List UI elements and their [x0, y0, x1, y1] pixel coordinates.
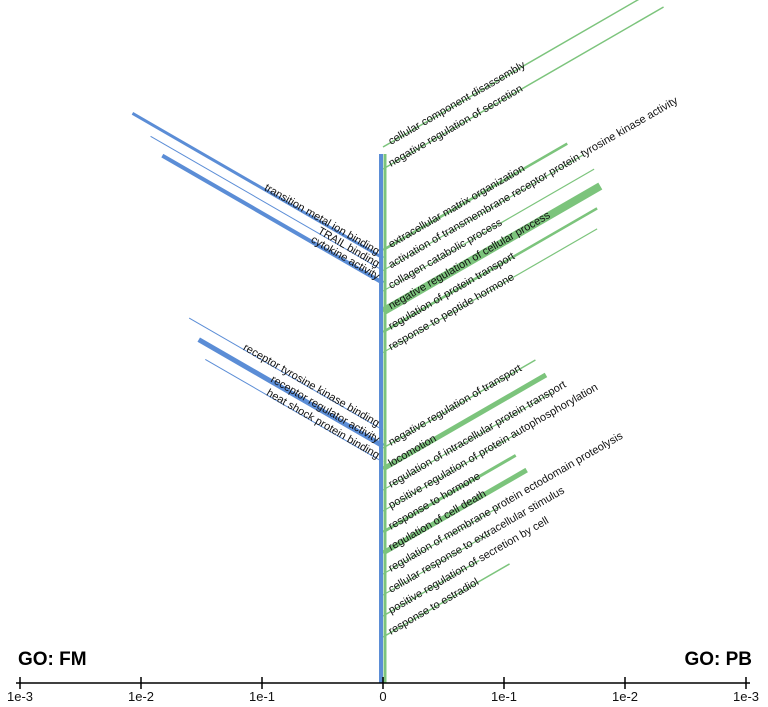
- x-axis: 1e-3 1e-2 1e-1 0 1e-1 1e-2 1e-3: [7, 677, 759, 704]
- branch-left-1-2: [205, 358, 384, 463]
- branch-right-2-2: [382, 391, 553, 491]
- x-tick-label-6: 1e-3: [733, 689, 759, 704]
- branch-right-2-0: [382, 359, 536, 449]
- x-tick-label-1: 1e-2: [128, 689, 154, 704]
- branch-right-1-3: [380, 182, 603, 315]
- branch-right-2-8: [382, 559, 480, 617]
- branch-right-2-7: [382, 532, 491, 596]
- x-tick-label-5: 1e-2: [612, 689, 638, 704]
- x-tick-label-4: 1e-1: [491, 689, 517, 704]
- branch-right-1-5: [382, 228, 598, 354]
- branch-right-2-4: [382, 454, 517, 534]
- branch-left-0-1: [150, 135, 384, 271]
- branch-right-2-1: [381, 372, 548, 472]
- x-tick-label-0: 1e-3: [7, 689, 33, 704]
- legend-fm-label: GO: FM: [18, 649, 87, 670]
- branch-right-1-0: [382, 142, 568, 252]
- branch-right-2-6: [382, 506, 500, 575]
- branch-right-1-1: [382, 154, 584, 272]
- branch-right-2-9: [382, 563, 510, 638]
- branch-left-1-0: [188, 317, 384, 431]
- branch-right-2-5: [381, 467, 528, 556]
- branch-right-1-2: [382, 168, 595, 292]
- branch-right-0-0: [382, 0, 640, 148]
- branch-layer: [131, 0, 664, 638]
- branch-left-1-1: [197, 337, 385, 449]
- branch-left-0-0: [131, 112, 384, 260]
- x-tick-label-3: 0: [379, 689, 386, 704]
- trunk-layer: [379, 154, 387, 683]
- branch-left-0-2: [161, 153, 385, 285]
- branch-right-1-4: [382, 207, 598, 334]
- branch-right-2-3: [382, 431, 520, 512]
- x-tick-label-2: 1e-1: [249, 689, 275, 704]
- branch-right-0-1: [382, 6, 664, 170]
- legend-pb-label: GO: PB: [684, 649, 752, 670]
